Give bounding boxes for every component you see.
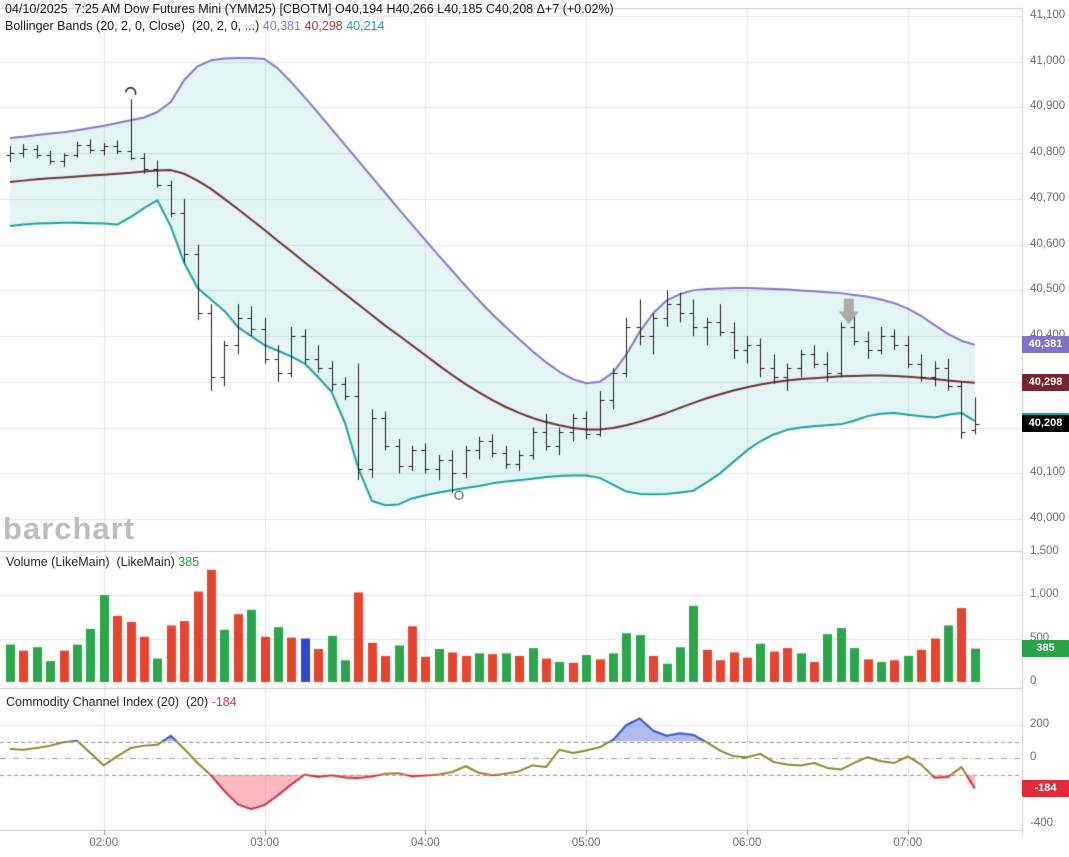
price-axis-tick: 40,800 [1030, 146, 1066, 159]
volume-axis-tick: 0 [1030, 675, 1037, 687]
price-axis-tick: 40,000 [1030, 512, 1066, 525]
bollinger-legend-label: Bollinger Bands (20, 2, 0, Close) (20, 2… [5, 19, 260, 33]
time-axis-tick: 02:00 [89, 837, 119, 849]
price-axis-tick: 40,600 [1030, 237, 1066, 250]
cci-axis-tick: 200 [1030, 718, 1050, 730]
chart-title-bar: 04/10/2025 7:25 AM Dow Futures Mini (YMM… [5, 2, 614, 16]
time-axis-tick: 06:00 [732, 837, 762, 849]
time-axis-tick: 07:00 [893, 837, 923, 849]
price-axis-tick: 40,900 [1030, 100, 1066, 113]
last-price-tag: 40,208 [1022, 415, 1069, 433]
bollinger-middle-value: 40,298 [304, 19, 343, 33]
bb-middle-tag: 40,298 [1022, 374, 1069, 392]
volume-legend-label: Volume (LikeMain) (LikeMain) [6, 555, 179, 569]
price-axis-tick: 40,500 [1030, 283, 1066, 296]
bollinger-upper-value: 40,381 [262, 19, 302, 33]
price-axis-tick: 40,700 [1030, 191, 1066, 204]
cci-tag: -184 [1022, 779, 1069, 797]
time-axis-tick: 04:00 [411, 837, 440, 849]
volume-axis-tick: 1,000 [1030, 588, 1059, 600]
barchart-watermark: barchart [3, 511, 136, 546]
volume-axis-tick: 1,500 [1030, 544, 1059, 557]
bb-upper-tag: 40,381 [1022, 336, 1069, 354]
chart-change-readout: Δ+7 (+0.02%) [536, 2, 614, 16]
price-axis-tick: 41,100 [1030, 9, 1066, 21]
price-axis-tick: 41,000 [1030, 54, 1066, 67]
cci-legend-value: -184 [211, 695, 237, 709]
time-axis-tick: 05:00 [571, 837, 601, 849]
chart-ohlc-readout: O40,194 H40,266 L40,185 C40,208 [335, 2, 534, 16]
chart-instrument: Dow Futures Mini (YMM25) [CBOTM] [123, 2, 332, 16]
volume-legend-value: 385 [178, 555, 200, 569]
bollinger-legend: Bollinger Bands (20, 2, 0, Close) (20, 2… [5, 19, 384, 33]
volume-tag: 385 [1022, 640, 1069, 657]
cci-axis-tick: -400 [1030, 817, 1054, 829]
cci-legend-label: Commodity Channel Index (20) (20) [6, 695, 212, 709]
cci-axis-tick: 0 [1030, 751, 1037, 763]
price-axis-tick: 40,100 [1030, 466, 1066, 479]
bollinger-lower-value: 40,214 [346, 19, 385, 33]
time-axis-tick: 03:00 [250, 837, 279, 849]
cci-legend: Commodity Channel Index (20) (20) -184 [6, 695, 237, 709]
volume-legend: Volume (LikeMain) (LikeMain) 385 [6, 555, 199, 569]
chart-datetime: 04/10/2025 7:25 AM [5, 2, 121, 16]
